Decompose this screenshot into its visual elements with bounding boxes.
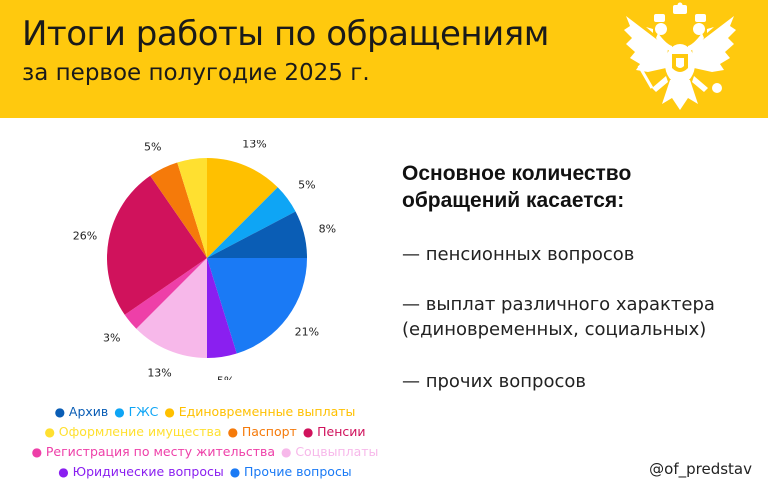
legend-dot-icon: ● <box>44 425 59 439</box>
legend-item: ● Пенсии <box>303 422 366 442</box>
summary-heading-line2: обращений касается: <box>402 189 625 212</box>
pie-slice <box>207 211 307 258</box>
legend-label: Юридические вопросы <box>72 464 224 479</box>
legend-item: ● ГЖС <box>114 402 158 422</box>
legend-item: ● Оформление имущества <box>44 422 221 442</box>
legend-label: Паспорт <box>241 424 297 439</box>
pie-slice <box>136 258 207 358</box>
pie-slice <box>107 175 207 315</box>
legend-row: ● Оформление имущества ● Паспорт ● Пенсии <box>0 422 410 442</box>
pie-slice-label: 5% <box>144 141 161 154</box>
summary-point-payments: — выплат различного характера (единоврем… <box>402 292 752 342</box>
chart-legend: ● Архив ● ГЖС ● Единовременные выплаты ● Оф… <box>0 402 410 482</box>
double-headed-eagle-icon <box>624 2 736 110</box>
pie-slice <box>150 162 207 258</box>
summary-heading-line1: Основное количество <box>402 162 632 185</box>
summary-heading: Основное количество обращений касается: <box>402 160 722 214</box>
pie-slice <box>177 158 207 258</box>
legend-dot-icon: ● <box>164 405 179 419</box>
pie-slice <box>207 258 307 354</box>
summary-point-payments-line2: (единовременных, социальных) <box>402 319 707 340</box>
legend-label: Единовременные выплаты <box>178 404 356 419</box>
legend-item: ● Архив <box>55 402 109 422</box>
header-banner: Итоги работы по обращениям за первое пол… <box>0 0 768 118</box>
social-handle: @of_predstav <box>649 460 752 478</box>
legend-label: ГЖС <box>128 404 159 419</box>
pie-slice <box>124 258 207 329</box>
legend-dot-icon: ● <box>227 425 242 439</box>
legend-label: Оформление имущества <box>58 424 222 439</box>
summary-point-other: — прочих вопросов <box>402 371 586 392</box>
legend-row: ● Юридические вопросы ● Прочие вопросы <box>0 462 410 482</box>
pie-slice-label: 5% <box>180 140 197 142</box>
pie-slice <box>207 158 278 258</box>
page-subtitle: за первое полугодие 2025 г. <box>22 60 370 86</box>
pie-slice-label: 26% <box>73 230 97 243</box>
legend-label: Соцвыплаты <box>295 444 379 459</box>
legend-dot-icon: ● <box>31 445 46 459</box>
legend-label: Пенсии <box>317 424 366 439</box>
pie-slice-label: 5% <box>217 375 234 380</box>
pie-slice-label: 3% <box>103 331 120 344</box>
legend-item: ● Соцвыплаты <box>281 442 378 462</box>
legend-label: Архив <box>68 404 109 419</box>
legend-item: ● Единовременные выплаты <box>164 402 355 422</box>
legend-dot-icon: ● <box>281 445 296 459</box>
legend-row: ● Архив ● ГЖС ● Единовременные выплаты <box>0 402 410 422</box>
pie-slice-label: 21% <box>295 325 319 338</box>
summary-point-payments-line1: — выплат различного характера <box>402 294 715 315</box>
legend-row: ● Регистрация по месту жительства ● Соцвы… <box>0 442 410 462</box>
legend-dot-icon: ● <box>302 425 318 439</box>
legend-item: ● Юридические вопросы <box>58 462 223 482</box>
legend-item: ● Прочие вопросы <box>230 462 352 482</box>
legend-dot-icon: ● <box>114 405 129 419</box>
page-title: Итоги работы по обращениям <box>22 14 549 54</box>
pie-slice-label: 13% <box>147 367 171 380</box>
summary-point-pensions: — пенсионных вопросов <box>402 244 635 265</box>
legend-label: Прочие вопросы <box>244 464 352 479</box>
pie-slice <box>207 258 237 358</box>
legend-dot-icon: ● <box>54 405 69 419</box>
legend-item: ● Паспорт <box>228 422 297 442</box>
legend-dot-icon: ● <box>58 465 73 479</box>
legend-item: ● Регистрация по месту жительства <box>32 442 275 462</box>
pie-chart: 13% 5% 8% 21% 5% 13% 3% 26% 5% 5% <box>73 140 336 380</box>
pie-slice-label: 5% <box>298 179 315 192</box>
legend-label: Регистрация по месту жительства <box>45 444 276 459</box>
pie-slice <box>207 187 296 258</box>
legend-dot-icon: ● <box>229 465 245 479</box>
pie-slice-label: 8% <box>319 222 336 235</box>
pie-slice-label: 13% <box>242 140 266 150</box>
